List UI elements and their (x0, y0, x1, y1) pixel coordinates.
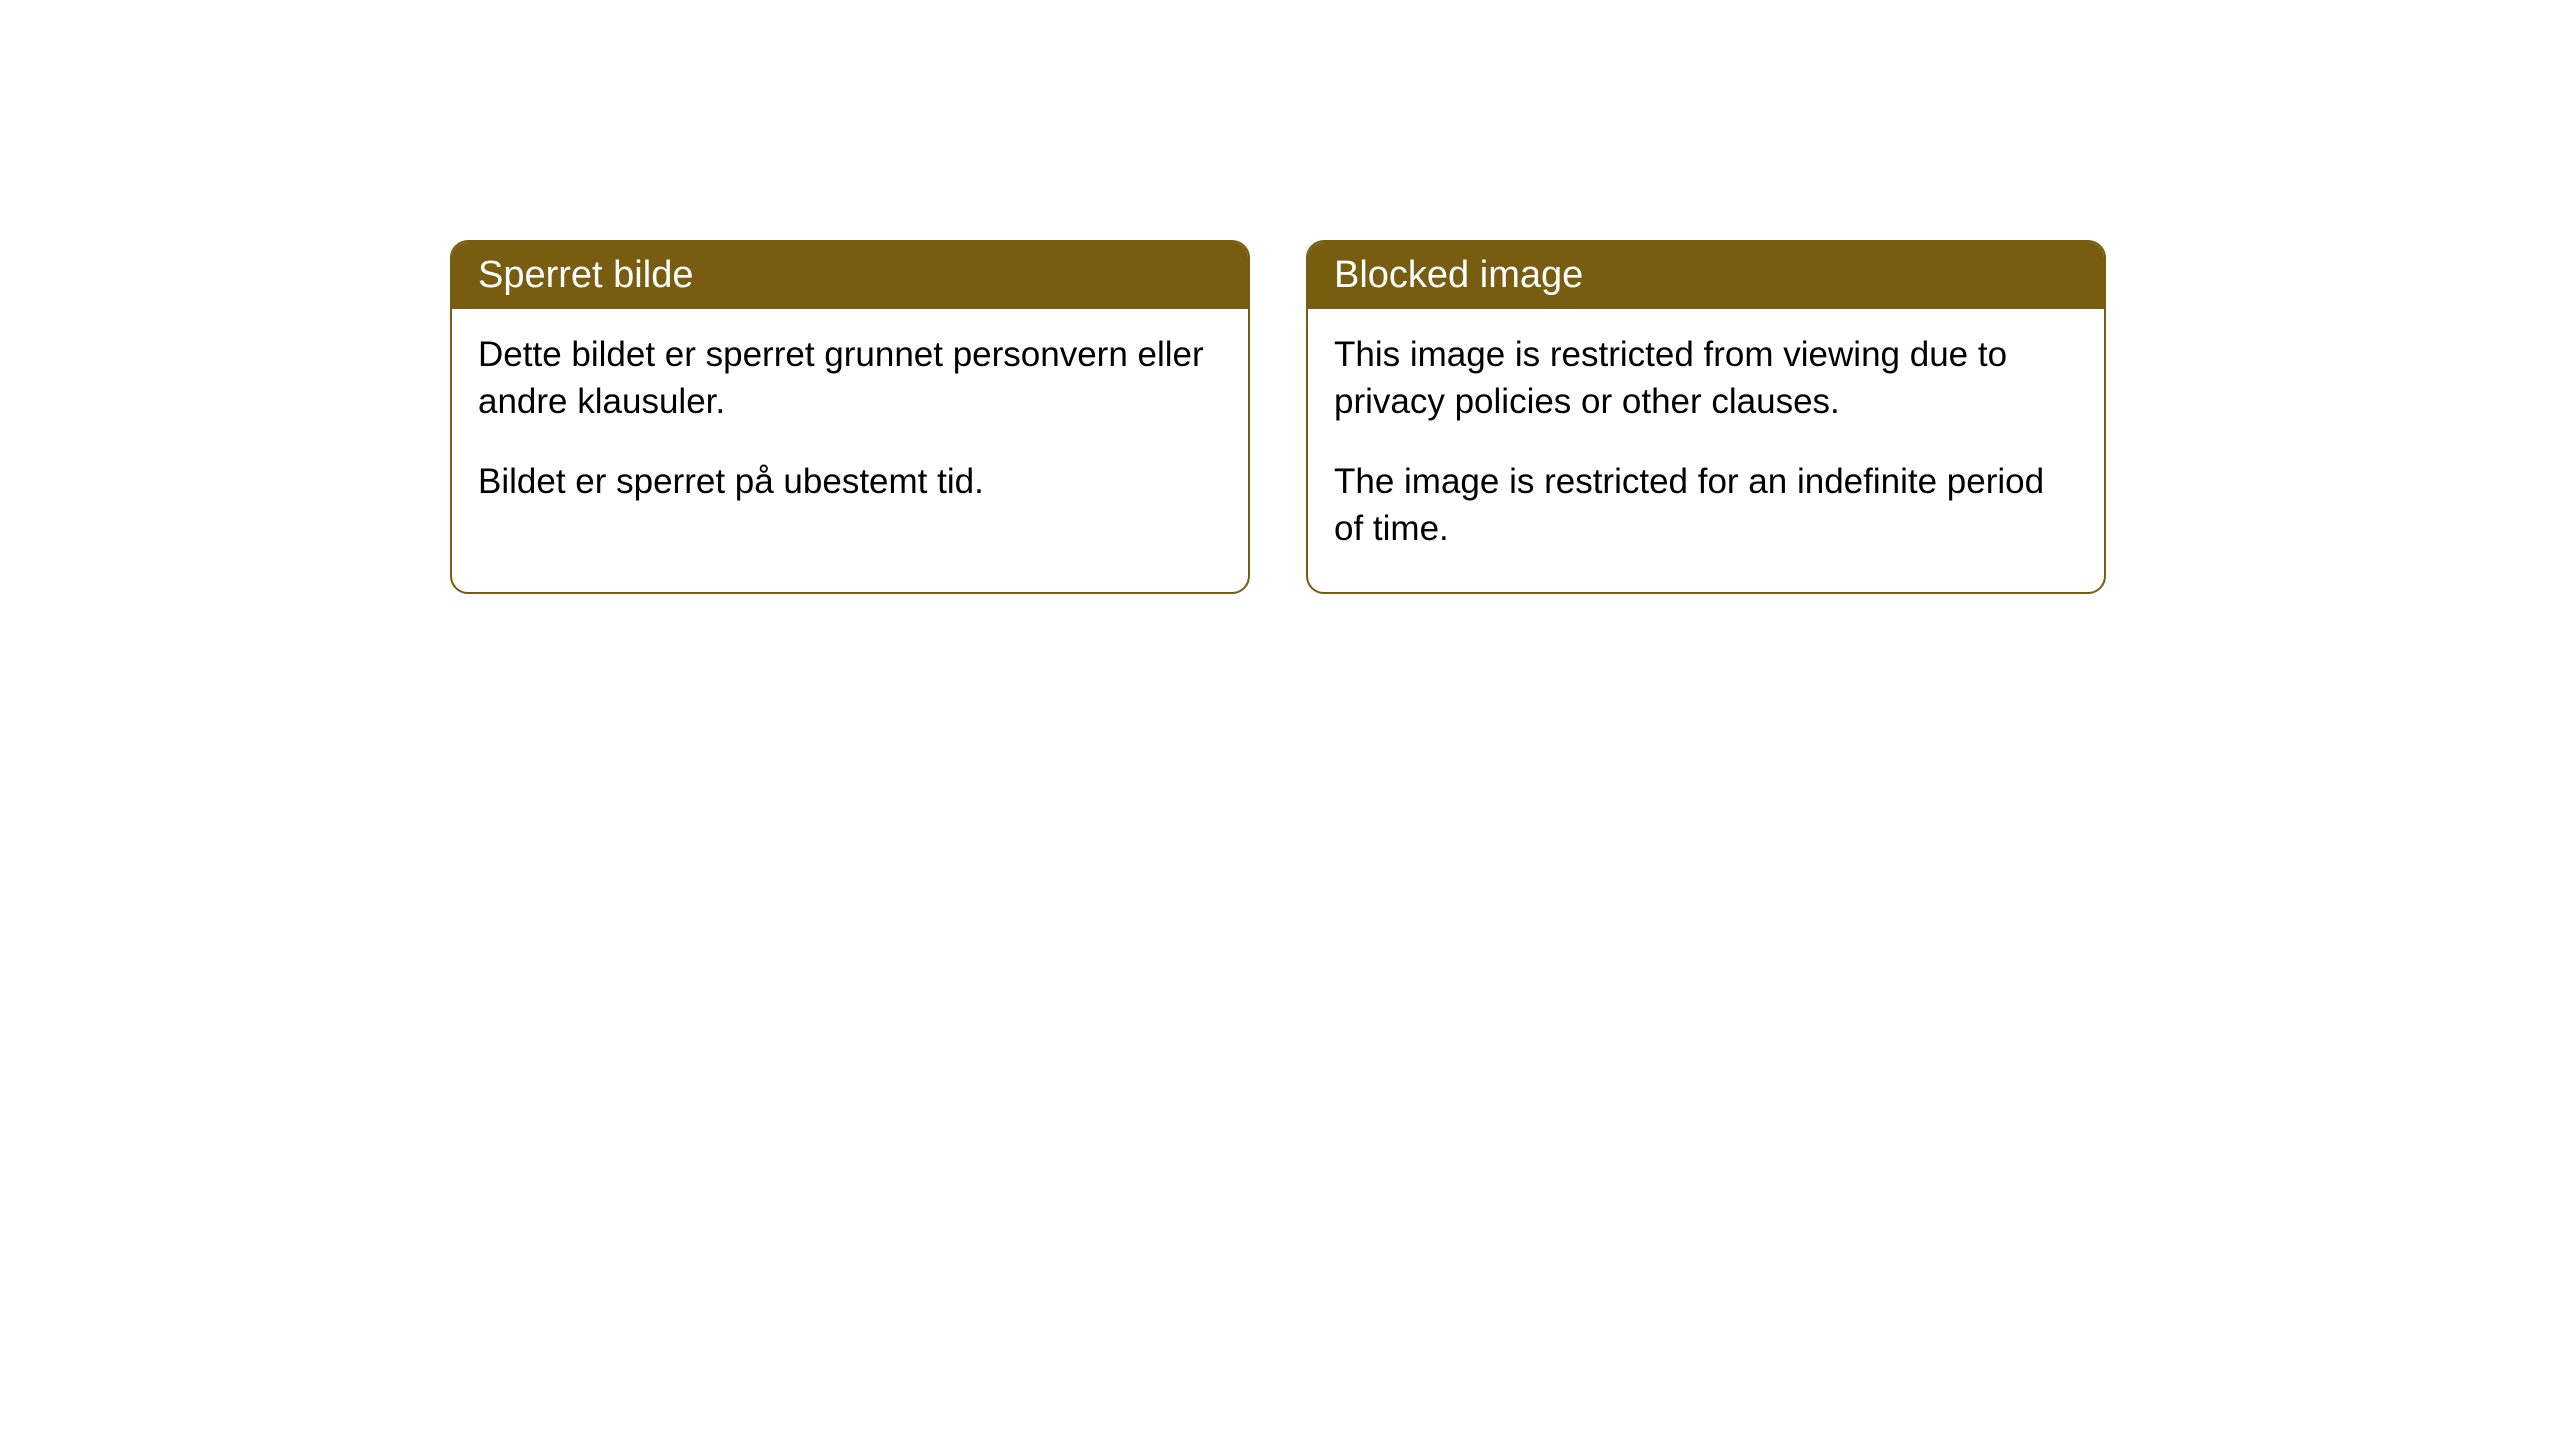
notice-body: This image is restricted from viewing du… (1308, 309, 2104, 592)
notice-header: Sperret bilde (452, 242, 1248, 309)
notice-header: Blocked image (1308, 242, 2104, 309)
notice-paragraph: Bildet er sperret på ubestemt tid. (478, 458, 1222, 505)
notice-body: Dette bildet er sperret grunnet personve… (452, 309, 1248, 545)
notice-card-english: Blocked image This image is restricted f… (1306, 240, 2106, 594)
notice-paragraph: This image is restricted from viewing du… (1334, 331, 2078, 426)
notice-container: Sperret bilde Dette bildet er sperret gr… (450, 240, 2560, 594)
notice-paragraph: Dette bildet er sperret grunnet personve… (478, 331, 1222, 426)
notice-card-norwegian: Sperret bilde Dette bildet er sperret gr… (450, 240, 1250, 594)
notice-paragraph: The image is restricted for an indefinit… (1334, 458, 2078, 553)
